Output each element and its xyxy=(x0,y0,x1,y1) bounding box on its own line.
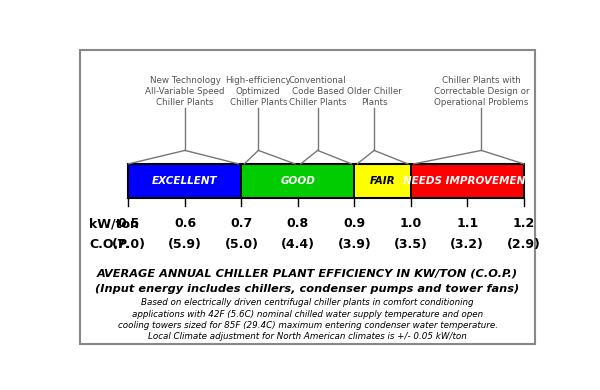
Text: Conventional
Code Based
Chiller Plants: Conventional Code Based Chiller Plants xyxy=(289,76,346,107)
Text: Older Chiller
Plants: Older Chiller Plants xyxy=(347,87,401,107)
Text: (5.0): (5.0) xyxy=(224,239,259,252)
Text: Local Climate adjustment for North American climates is +/- 0.05 kW/ton: Local Climate adjustment for North Ameri… xyxy=(148,332,467,341)
Text: (3.2): (3.2) xyxy=(451,239,484,252)
Text: (2.9): (2.9) xyxy=(507,239,541,252)
Text: cooling towers sized for 85F (29.4C) maximum entering condenser water temperatur: cooling towers sized for 85F (29.4C) max… xyxy=(118,321,497,330)
Text: 0.8: 0.8 xyxy=(287,218,309,230)
Text: Chiller Plants with
Correctable Design or
Operational Problems: Chiller Plants with Correctable Design o… xyxy=(434,76,529,107)
Text: AVERAGE ANNUAL CHILLER PLANT EFFICIENCY IN KW/TON (C.O.P.): AVERAGE ANNUAL CHILLER PLANT EFFICIENCY … xyxy=(97,269,518,278)
Text: 0.6: 0.6 xyxy=(174,218,196,230)
Text: C.O.P.: C.O.P. xyxy=(89,239,130,252)
Text: 1.0: 1.0 xyxy=(400,218,422,230)
Text: 0.7: 0.7 xyxy=(230,218,253,230)
Text: 1.2: 1.2 xyxy=(512,218,535,230)
Bar xyxy=(128,164,524,199)
Text: GOOD: GOOD xyxy=(280,176,316,186)
Text: (3.5): (3.5) xyxy=(394,239,428,252)
Text: 1.1: 1.1 xyxy=(456,218,478,230)
Text: New Technology
All-Variable Speed
Chiller Plants: New Technology All-Variable Speed Chille… xyxy=(145,76,224,107)
Text: (Input energy includes chillers, condenser pumps and tower fans): (Input energy includes chillers, condens… xyxy=(95,284,520,294)
Text: High-efficiency
Optimized
Chiller Plants: High-efficiency Optimized Chiller Plants xyxy=(226,76,291,107)
Text: FAIR: FAIR xyxy=(370,176,395,186)
Bar xyxy=(128,164,241,199)
Text: (3.9): (3.9) xyxy=(337,239,371,252)
Text: NEEDS IMPROVEMENT: NEEDS IMPROVEMENT xyxy=(403,176,532,186)
Text: (4.4): (4.4) xyxy=(281,239,315,252)
Bar xyxy=(411,164,524,199)
Text: 0.5: 0.5 xyxy=(118,218,140,230)
Text: (7.0): (7.0) xyxy=(112,239,145,252)
Bar xyxy=(355,164,411,199)
Text: 0.9: 0.9 xyxy=(343,218,365,230)
Text: kW/ton: kW/ton xyxy=(89,218,139,230)
Text: EXCELLENT: EXCELLENT xyxy=(152,176,218,186)
Text: Based on electrically driven centrifugal chiller plants in comfort conditioning: Based on electrically driven centrifugal… xyxy=(141,298,474,307)
Text: applications with 42F (5.6C) nominal chilled water supply temperature and open: applications with 42F (5.6C) nominal chi… xyxy=(132,310,483,319)
Bar xyxy=(241,164,355,199)
Text: (5.9): (5.9) xyxy=(168,239,202,252)
